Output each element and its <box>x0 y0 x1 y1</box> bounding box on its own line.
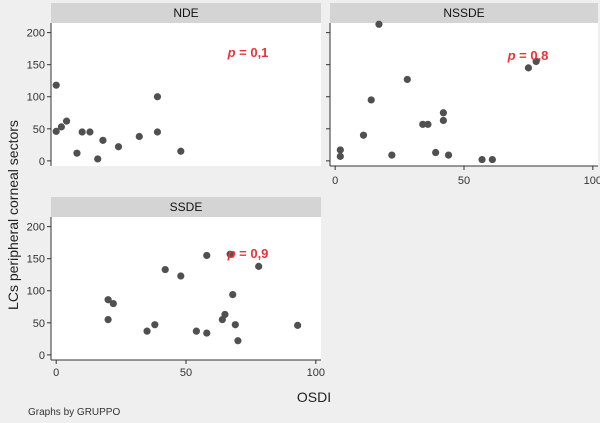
data-point <box>432 148 440 157</box>
data-point <box>488 155 496 164</box>
panel-title: NDE <box>173 6 198 20</box>
data-point <box>375 20 383 28</box>
data-point <box>161 265 169 274</box>
y-tick-label: 0 <box>39 350 45 362</box>
data-point <box>336 152 344 160</box>
data-point <box>439 116 447 125</box>
panel-strip <box>330 3 598 23</box>
y-tick-label: 150 <box>27 60 45 72</box>
x-tick-label: 50 <box>458 175 470 187</box>
data-point <box>177 272 185 280</box>
data-point <box>524 64 533 72</box>
panel-nde: NDE 0 50 100 150 200 p = 0,1 <box>27 3 321 168</box>
data-point <box>532 57 540 66</box>
data-point <box>153 128 162 136</box>
data-point <box>226 250 234 258</box>
data-point <box>203 329 211 337</box>
data-point <box>221 310 229 319</box>
p-value-annotation: p = 0,9 <box>227 246 269 261</box>
y-tick-label: 50 <box>33 318 45 330</box>
data-point <box>203 251 211 260</box>
data-point <box>109 299 117 308</box>
data-point <box>94 155 102 163</box>
data-point <box>439 109 447 117</box>
data-point <box>104 296 112 304</box>
data-point <box>367 96 375 104</box>
y-tick-label: 200 <box>27 28 45 40</box>
data-point <box>114 143 123 151</box>
data-point <box>52 81 60 89</box>
data-point <box>336 146 344 154</box>
data-point <box>403 75 411 84</box>
data-point <box>153 93 162 101</box>
y-tick-label: 50 <box>33 124 45 136</box>
x-tick-label: 100 <box>584 175 600 187</box>
data-point <box>294 321 302 329</box>
plot-area <box>51 23 321 166</box>
panel-nssde: NSSDE 0 50 100 p = 0,8 <box>326 3 600 187</box>
plot-area <box>51 217 321 360</box>
data-point <box>388 151 396 159</box>
data-point <box>359 131 368 139</box>
y-axis-label: LCs peripheral corneal sectors <box>5 120 21 310</box>
data-point <box>104 316 112 324</box>
graphs-by-note: Graphs by GRUPPO <box>28 407 120 418</box>
data-point <box>192 327 200 335</box>
data-point <box>143 327 151 335</box>
x-axis-label: OSDI <box>297 389 331 405</box>
data-point <box>229 290 237 299</box>
data-point <box>62 117 71 125</box>
y-tick-label: 150 <box>27 254 45 266</box>
data-point <box>444 151 453 159</box>
panel-strip <box>51 3 321 23</box>
panel-title: SSDE <box>170 200 203 214</box>
panel-ssde: SSDE 0 50 100 150 200 0 50 100 p = 0,9 <box>27 197 325 379</box>
data-point <box>419 120 427 128</box>
data-point <box>78 128 86 136</box>
x-tick-label: 50 <box>180 367 192 379</box>
data-point <box>86 128 94 136</box>
y-tick-label: 0 <box>39 156 45 168</box>
data-point <box>255 262 263 270</box>
y-tick-label: 200 <box>27 222 45 234</box>
data-point <box>234 337 242 345</box>
panel-title: NSSDE <box>443 6 484 20</box>
plot-area <box>330 23 598 166</box>
data-point <box>231 321 239 329</box>
panel-strip <box>51 197 321 217</box>
p-value-annotation: p = 0,1 <box>227 45 269 60</box>
x-tick-label: 0 <box>53 367 59 379</box>
p-value-annotation: p = 0,8 <box>507 48 549 63</box>
y-tick-label: 100 <box>27 92 45 104</box>
y-tick-label: 100 <box>27 286 45 298</box>
data-point <box>52 127 60 135</box>
data-point <box>135 132 143 141</box>
data-point <box>478 155 486 164</box>
x-tick-label: 100 <box>307 367 325 379</box>
data-point <box>151 321 159 329</box>
data-point <box>177 147 185 155</box>
data-point <box>73 149 81 157</box>
data-point <box>57 123 65 131</box>
data-point <box>99 136 107 144</box>
x-tick-label: 0 <box>332 175 338 187</box>
data-point <box>424 120 432 128</box>
